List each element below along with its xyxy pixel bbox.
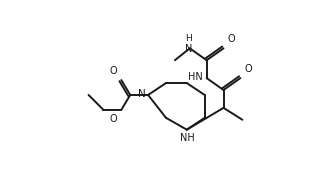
Text: H: H [185, 34, 192, 43]
Text: HN: HN [188, 72, 203, 82]
Text: O: O [227, 34, 235, 44]
Text: O: O [110, 114, 117, 124]
Text: O: O [244, 64, 252, 74]
Text: NH: NH [180, 133, 195, 143]
Text: N: N [185, 44, 193, 54]
Text: O: O [110, 66, 117, 76]
Text: N: N [138, 89, 146, 99]
